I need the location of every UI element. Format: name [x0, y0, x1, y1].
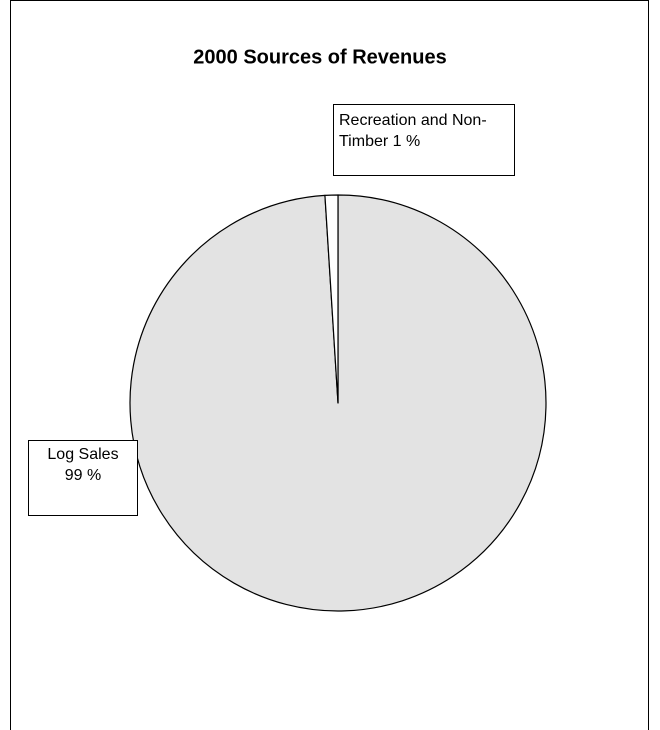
slice-category: Recreation and Non-Timber — [339, 112, 487, 150]
pie-slice — [324, 194, 339, 404]
chart-title: 2000 Sources of Revenues — [193, 46, 446, 68]
slice-label: Recreation and Non-Timber 1 % — [333, 104, 515, 176]
slice-value-label: 1 % — [392, 133, 421, 150]
slice-value-label: 99 % — [64, 467, 102, 484]
slice-label: Log Sales 99 % — [28, 440, 138, 516]
pie — [129, 194, 547, 612]
chart-frame — [10, 0, 649, 730]
slice-category: Log Sales — [47, 446, 119, 463]
